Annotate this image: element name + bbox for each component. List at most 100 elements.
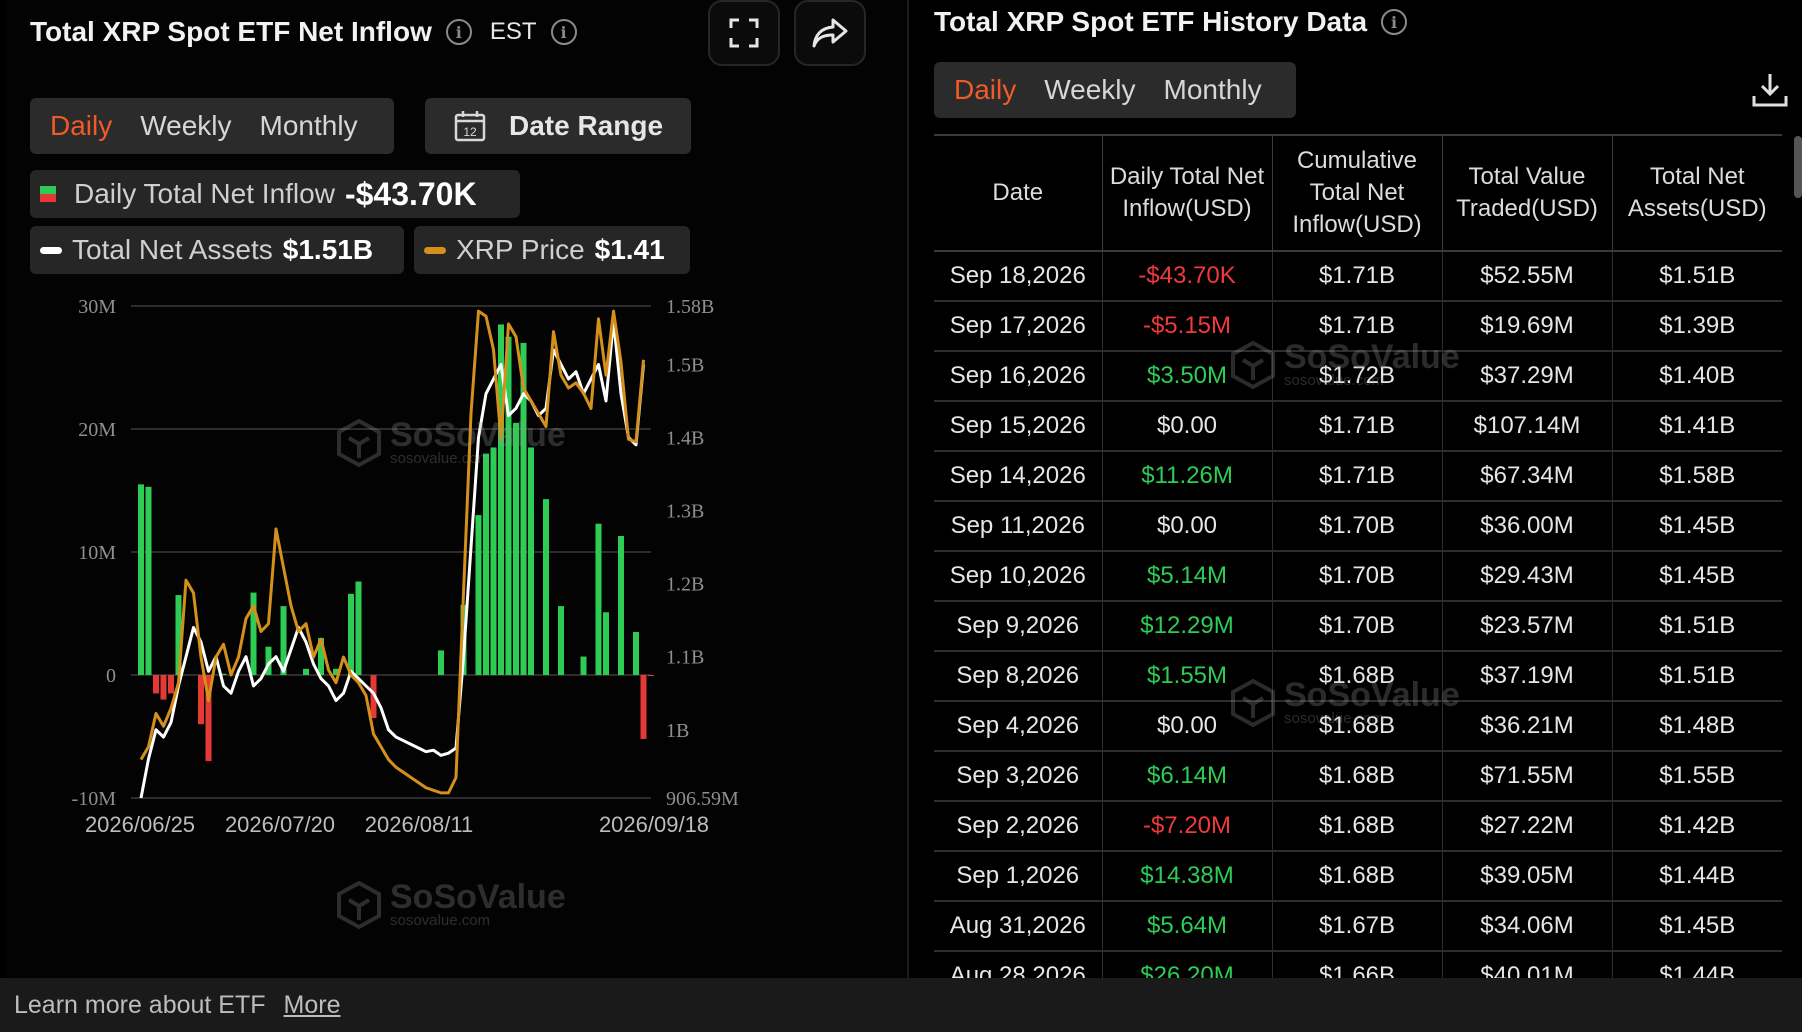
date-cell: Sep 14,2026 bbox=[934, 451, 1102, 502]
date-cell: Sep 2,2026 bbox=[934, 801, 1102, 852]
value-cell: $1.68B bbox=[1271, 701, 1442, 752]
value-cell: $26.20M bbox=[1101, 951, 1272, 978]
history-panel: Total XRP Spot ETF History Data i Daily … bbox=[910, 0, 1802, 978]
chart-tab-daily[interactable]: Daily bbox=[50, 110, 113, 141]
timezone-info-icon[interactable]: i bbox=[550, 19, 577, 45]
inflow-bar bbox=[318, 638, 324, 675]
history-table: Date Daily Total Net Inflow(USD) Cumulativ… bbox=[934, 134, 1782, 978]
table-row[interactable]: Sep 4,2026 $0.00 $1.68B $36.21M $1.48B bbox=[934, 701, 1782, 752]
inflow-bar bbox=[528, 447, 534, 675]
table-row[interactable]: Sep 2,2026 -$7.20M $1.68B $27.22M $1.42B bbox=[934, 801, 1782, 852]
value-cell: $36.21M bbox=[1441, 701, 1612, 752]
value-cell: $34.06M bbox=[1441, 901, 1612, 952]
table-row[interactable]: Sep 14,2026 $11.26M $1.71B $67.34M $1.58B bbox=[934, 451, 1782, 502]
inflow-bar bbox=[640, 675, 647, 739]
inflow-bar bbox=[618, 536, 624, 675]
value-cell: $5.14M bbox=[1101, 551, 1272, 602]
table-scrollbar[interactable] bbox=[1794, 136, 1802, 198]
value-cell: $0.00 bbox=[1101, 401, 1272, 452]
history-table-container[interactable]: Date Daily Total Net Inflow(USD) Cumulativ… bbox=[934, 134, 1782, 978]
table-row[interactable]: Sep 18,2026 -$43.70K $1.71B $52.55M $1.51B bbox=[934, 251, 1782, 302]
inflow-bar bbox=[198, 675, 204, 725]
value-cell: $37.29M bbox=[1441, 351, 1612, 402]
value-cell: $6.14M bbox=[1101, 751, 1272, 802]
share-button[interactable] bbox=[794, 0, 866, 66]
value-cell: $1.48B bbox=[1611, 701, 1782, 752]
value-cell: $1.68B bbox=[1271, 751, 1442, 802]
table-row[interactable]: Sep 10,2026 $5.14M $1.70B $29.43M $1.45B bbox=[934, 551, 1782, 602]
table-row[interactable]: Sep 9,2026 $12.29M $1.70B $23.57M $1.51B bbox=[934, 601, 1782, 652]
date-cell: Sep 18,2026 bbox=[934, 251, 1102, 302]
y-left-tick-label: 10M bbox=[78, 542, 116, 564]
inflow-bar bbox=[558, 606, 564, 675]
table-row[interactable]: Aug 31,2026 $5.64M $1.67B $34.06M $1.45B bbox=[934, 901, 1782, 952]
value-cell: $14.38M bbox=[1101, 851, 1272, 902]
history-tab-daily[interactable]: Daily bbox=[954, 74, 1017, 105]
value-cell: $1.71B bbox=[1271, 301, 1442, 352]
table-row[interactable]: Sep 11,2026 $0.00 $1.70B $36.00M $1.45B bbox=[934, 501, 1782, 552]
table-row[interactable]: Sep 15,2026 $0.00 $1.71B $107.14M $1.41B bbox=[934, 401, 1782, 452]
chart-tab-weekly[interactable]: Weekly bbox=[140, 110, 232, 141]
value-cell: $0.00 bbox=[1101, 701, 1272, 752]
y-right-tick-label: 1B bbox=[666, 720, 689, 742]
chart-tab-monthly[interactable]: Monthly bbox=[259, 110, 358, 141]
y-right-tick-label: 1.2B bbox=[666, 574, 704, 596]
value-cell: $12.29M bbox=[1101, 601, 1272, 652]
table-row[interactable]: Sep 1,2026 $14.38M $1.68B $39.05M $1.44B bbox=[934, 851, 1782, 902]
value-cell: $1.55B bbox=[1611, 751, 1782, 802]
value-cell: $1.68B bbox=[1271, 851, 1442, 902]
inflow-bar bbox=[280, 606, 287, 675]
history-tab-weekly[interactable]: Weekly bbox=[1044, 74, 1136, 105]
table-row[interactable]: Sep 17,2026 -$5.15M $1.71B $19.69M $1.39B bbox=[934, 301, 1782, 352]
value-cell: -$7.20M bbox=[1101, 801, 1272, 852]
date-cell: Sep 15,2026 bbox=[934, 401, 1102, 452]
table-row[interactable]: Sep 3,2026 $6.14M $1.68B $71.55M $1.55B bbox=[934, 751, 1782, 802]
table-row[interactable]: Sep 16,2026 $3.50M $1.72B $37.29M $1.40B bbox=[934, 351, 1782, 402]
date-range-button[interactable]: 12 Date Range bbox=[425, 98, 691, 154]
footer-more-link[interactable]: More bbox=[283, 990, 341, 1019]
info-icon[interactable]: i bbox=[445, 19, 472, 45]
inflow-bar bbox=[250, 592, 257, 675]
net-inflow-panel: Total XRP Spot ETF Net Inflow i EST i Da… bbox=[6, 0, 906, 978]
inflow-bar bbox=[153, 675, 159, 694]
chart-title-row: Total XRP Spot ETF Net Inflow i EST i bbox=[30, 12, 577, 52]
inflow-bar bbox=[145, 486, 152, 675]
value-cell: $1.44B bbox=[1611, 851, 1782, 902]
y-right-tick-label: 1.58B bbox=[666, 300, 714, 318]
legend-assets-label: Total Net Assets bbox=[72, 234, 273, 265]
value-cell: $1.41B bbox=[1611, 401, 1782, 452]
value-cell: $67.34M bbox=[1441, 451, 1612, 502]
table-row[interactable]: Sep 8,2026 $1.55M $1.68B $37.19M $1.51B bbox=[934, 651, 1782, 702]
x-tick-label: 2026/09/18 bbox=[599, 812, 709, 837]
legend-price: XRP Price $1.41 bbox=[414, 226, 690, 274]
inflow-bar bbox=[370, 675, 377, 719]
date-cell: Sep 11,2026 bbox=[934, 501, 1102, 552]
value-cell: $1.51B bbox=[1611, 251, 1782, 302]
x-tick-label: 2026/08/11 bbox=[365, 812, 473, 837]
download-icon[interactable] bbox=[1750, 70, 1790, 110]
date-cell: Aug 31,2026 bbox=[934, 901, 1102, 952]
table-row[interactable]: Aug 28,2026 $26.20M $1.66B $40.01M $1.44B bbox=[934, 951, 1782, 978]
table-header-cell: Total Value Traded(USD) bbox=[1441, 134, 1612, 252]
value-cell: $1.70B bbox=[1271, 601, 1442, 652]
inflow-bar bbox=[520, 342, 527, 675]
value-cell: $0.00 bbox=[1101, 501, 1272, 552]
legend-assets: Total Net Assets $1.51B bbox=[30, 226, 404, 274]
legend-price-label: XRP Price bbox=[456, 234, 585, 265]
net-inflow-chart[interactable]: 30M 20M 10M 0 -10M 1.58B 1.5B 1.4B 1.3B 1.2B 1.1B 1… bbox=[6, 300, 906, 970]
inflow-bar bbox=[175, 595, 182, 675]
date-cell: Sep 3,2026 bbox=[934, 751, 1102, 802]
legend-inflow-value: -$43.70K bbox=[344, 175, 477, 212]
value-cell: $5.64M bbox=[1101, 901, 1272, 952]
fullscreen-button[interactable] bbox=[708, 0, 780, 66]
value-cell: $1.72B bbox=[1271, 351, 1442, 402]
inflow-bar bbox=[220, 673, 227, 675]
history-info-icon[interactable]: i bbox=[1381, 9, 1408, 35]
table-header-cell: Daily Total Net Inflow(USD) bbox=[1101, 134, 1272, 252]
value-cell: $36.00M bbox=[1441, 501, 1612, 552]
date-cell: Sep 17,2026 bbox=[934, 301, 1102, 352]
y-right-tick-label: 906.59M bbox=[666, 788, 739, 810]
history-tab-monthly[interactable]: Monthly bbox=[1163, 74, 1262, 105]
date-cell: Sep 4,2026 bbox=[934, 701, 1102, 752]
y-right-tick-label: 1.3B bbox=[666, 501, 704, 523]
